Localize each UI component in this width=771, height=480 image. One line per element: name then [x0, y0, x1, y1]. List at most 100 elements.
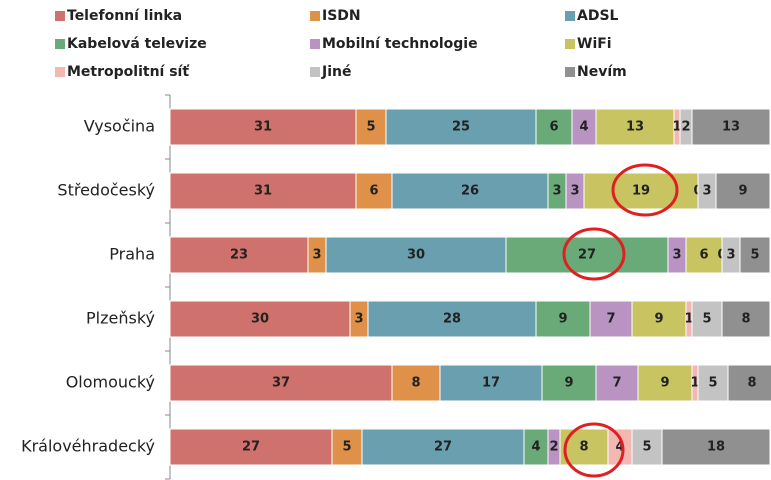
legend-swatch — [565, 67, 575, 77]
data-label: 3 — [354, 312, 363, 327]
data-label: 30 — [407, 248, 425, 263]
legend-label: Telefonní linka — [67, 8, 182, 24]
legend-label: ISDN — [322, 8, 361, 24]
bar-segment — [169, 108, 357, 146]
data-label: 5 — [702, 312, 711, 327]
plot: Telefonní linka ISDN ADSL Kabelová televize… — [21, 8, 771, 480]
bar-segment — [535, 300, 591, 338]
category-label: Olomoucký — [66, 373, 155, 392]
data-label: 5 — [750, 248, 759, 263]
data-label: 8 — [741, 312, 750, 327]
legend-label: WiFi — [577, 36, 612, 52]
data-label: 31 — [254, 184, 272, 199]
bar-segment — [439, 364, 543, 402]
data-label: 27 — [578, 248, 596, 263]
data-label: 6 — [549, 120, 558, 135]
data-label: 7 — [606, 312, 615, 327]
legend-swatch — [565, 11, 575, 21]
category-label: Vysočina — [84, 117, 155, 136]
data-label: 19 — [632, 184, 650, 199]
data-label: 31 — [254, 120, 272, 135]
data-label: 4 — [615, 440, 624, 455]
data-label: 5 — [366, 120, 375, 135]
legend-label: Mobilní technologie — [322, 36, 478, 52]
bar-segment — [721, 300, 771, 338]
data-label: 6 — [369, 184, 378, 199]
bar-segment — [637, 364, 693, 402]
bar-segment — [355, 108, 387, 146]
data-label: 9 — [654, 312, 663, 327]
data-label: 25 — [452, 120, 470, 135]
data-label: 9 — [738, 184, 747, 199]
data-label: 9 — [660, 376, 669, 391]
highlight-circle — [562, 227, 626, 281]
legend-swatch — [55, 11, 65, 21]
data-label: 23 — [230, 248, 248, 263]
data-label: 27 — [242, 440, 260, 455]
legend-swatch — [55, 39, 65, 49]
data-label: 3 — [726, 248, 735, 263]
highlight-circle — [611, 163, 679, 217]
bar-segment — [367, 300, 537, 338]
data-label: 2 — [549, 440, 558, 455]
legend-label: ADSL — [577, 8, 619, 24]
legend-label: Kabelová televize — [67, 36, 207, 52]
data-label: 5 — [642, 440, 651, 455]
legend-label: Nevím — [577, 64, 627, 80]
legend-label: Metropolitní síť — [67, 64, 190, 80]
data-label: 30 — [251, 312, 269, 327]
legend-swatch — [565, 39, 575, 49]
bar-segment — [523, 428, 549, 466]
bar-segment — [541, 364, 597, 402]
bar-segment — [727, 364, 771, 402]
data-label: 9 — [558, 312, 567, 327]
bar-segment — [391, 172, 549, 210]
bar-segment — [691, 300, 723, 338]
data-label: 4 — [531, 440, 540, 455]
data-label: 28 — [443, 312, 461, 327]
bar-segment — [169, 236, 309, 274]
bar-segment — [595, 108, 675, 146]
bar-segment — [355, 172, 393, 210]
data-label: 13 — [722, 120, 740, 135]
data-label: 3 — [312, 248, 321, 263]
data-label: 3 — [570, 184, 579, 199]
bar-segment — [715, 172, 771, 210]
bar-segment — [169, 300, 351, 338]
data-label: 5 — [708, 376, 717, 391]
legend-swatch — [310, 11, 320, 21]
legend-swatch — [310, 39, 320, 49]
bar-segment — [361, 428, 525, 466]
data-label: 5 — [342, 440, 351, 455]
data-label: 1 — [690, 376, 699, 391]
bar-segment — [325, 236, 507, 274]
data-label: 2 — [681, 120, 690, 135]
legend-swatch — [310, 67, 320, 77]
data-label: 8 — [411, 376, 420, 391]
bar-segment — [583, 172, 699, 210]
data-label: 8 — [579, 440, 588, 455]
category-label: Středočeský — [57, 181, 155, 200]
category-label: Plzeňský — [86, 309, 155, 328]
highlight-circle — [563, 422, 625, 478]
data-label: 3 — [702, 184, 711, 199]
bar-segment — [505, 236, 669, 274]
bar-segment — [331, 428, 363, 466]
legend-label: Jiné — [321, 64, 351, 80]
data-label: 4 — [579, 120, 588, 135]
data-label: 6 — [699, 248, 708, 263]
data-label: 17 — [482, 376, 500, 391]
data-label: 3 — [672, 248, 681, 263]
bar-segment — [589, 300, 633, 338]
data-label: 26 — [461, 184, 479, 199]
bar-segment — [169, 428, 333, 466]
data-label: 37 — [272, 376, 290, 391]
data-label: 9 — [564, 376, 573, 391]
data-label: 7 — [612, 376, 621, 391]
bar-segment — [697, 364, 729, 402]
bar-segment — [739, 236, 771, 274]
data-label: 3 — [552, 184, 561, 199]
data-label: 27 — [434, 440, 452, 455]
data-label: 13 — [626, 120, 644, 135]
